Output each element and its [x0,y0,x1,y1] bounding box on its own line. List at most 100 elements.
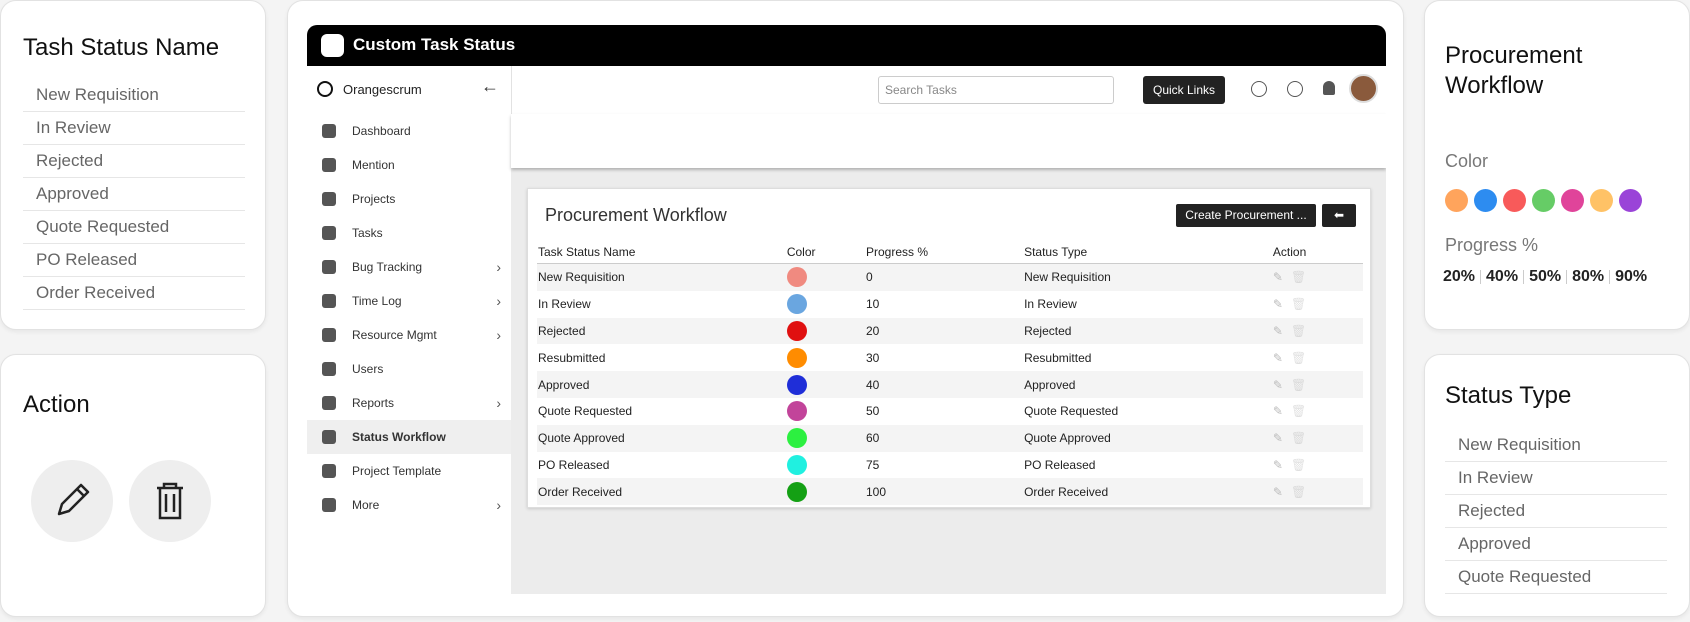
action-cell: ✎ 🗑 [1271,478,1363,506]
quick-links-button[interactable]: Quick Links [1143,76,1225,104]
color-cell [785,424,865,452]
column-header: Color [785,241,865,264]
nav-item[interactable]: Dashboard [307,114,511,148]
delete-icon[interactable]: 🗑 [1290,297,1307,312]
nav-icon [322,498,336,512]
color-cell [786,398,865,425]
edit-icon [57,483,90,516]
card-title: Tash Status Name [23,34,220,61]
status-name: PO Released [538,457,610,472]
color-cell [786,452,865,479]
nav-item[interactable]: Tasks [307,216,511,250]
delete-button[interactable] [129,460,211,542]
page-header [511,114,1386,168]
nav-item[interactable]: Time Log › [307,284,511,318]
color-swatch [1474,189,1497,212]
color-label: Color [1445,151,1489,171]
delete-icon[interactable]: 🗑 [1290,270,1307,285]
nav-label: Dashboard [352,124,411,138]
nav-icon [322,260,336,274]
bell-icon[interactable] [1323,81,1335,95]
delete-icon[interactable]: 🗑 [1290,404,1307,419]
list-item: PO Released [23,244,245,277]
status-list: New Requisition In Review Rejected Approved… [23,79,245,310]
color-dot [786,267,807,288]
list-item: Quote Requested [23,211,245,244]
delete-icon[interactable]: 🗑 [1290,350,1307,365]
nav-item[interactable]: Resource Mgmt › [307,318,511,352]
column-header: Status Type [1023,241,1272,264]
nav-icon [322,362,336,376]
collapse-button[interactable]: ← [481,76,499,96]
list-item: Rejected [1445,495,1667,528]
brand-name: Orangescrum [343,82,422,97]
table-row: Quote Approved 60 Quote Approved ✎ 🗑 [537,424,1363,452]
status-name: Quote Requested [538,404,633,419]
progress: 75 [865,457,880,472]
status-name: New Requisition [537,263,786,291]
edit-icon[interactable]: ✎ [1272,377,1283,392]
delete-icon[interactable]: 🗑 [1290,377,1307,392]
table-row: New Requisition 0 New Requisition ✎ 🗑 [537,263,1363,291]
progress: 100 [864,478,1024,506]
edit-icon[interactable]: ✎ [1272,323,1283,338]
edit-icon[interactable]: ✎ [1272,484,1283,499]
separator [1609,269,1611,284]
column-header: Task Status Name [537,241,786,264]
nav-icon [322,464,336,478]
nav-label: Mention [352,158,395,172]
nav-icon [322,226,336,240]
nav-label: More [352,498,380,512]
edit-icon[interactable]: ✎ [1272,297,1283,312]
nav-item[interactable]: Users [307,352,511,386]
nav-label: Resource Mgmt [352,328,437,342]
delete-icon[interactable]: 🗑 [1290,323,1307,338]
edit-icon[interactable]: ✎ [1272,431,1283,446]
clock-icon[interactable] [1287,81,1303,97]
status-name: Rejected [537,317,786,345]
progress-value: 80% [1572,268,1605,285]
nav-item[interactable]: Project Template [307,454,511,488]
separator [1566,269,1568,284]
delete-icon[interactable]: 🗑 [1290,431,1307,446]
color-cell [786,291,865,318]
table-row: In Review 10 In Review ✎ 🗑 [537,291,1363,318]
create-button[interactable]: Create Procurement ... [1176,204,1316,227]
status-name: Resubmitted [538,350,606,365]
color-dot [786,294,807,315]
status-type-list: New Requisition In Review Rejected Approved… [1445,429,1667,594]
progress-value: 50% [1529,268,1562,285]
delete-icon[interactable]: 🗑 [1290,457,1307,472]
search-input[interactable]: Search Tasks [878,76,1114,104]
color-swatch [1445,189,1468,212]
delete-icon[interactable]: 🗑 [1290,484,1307,499]
help-icon[interactable] [1251,81,1267,97]
table-row: Quote Requested 50 Quote Requested ✎ 🗑 [537,398,1363,425]
nav-icon [322,124,336,138]
nav-item[interactable]: Projects [307,182,511,216]
avatar[interactable] [1349,74,1378,103]
header-title: Custom Task Status [353,35,516,54]
nav-item[interactable]: Bug Tracking › [307,250,511,284]
nav-item[interactable]: Mention [307,148,511,182]
edit-icon[interactable]: ✎ [1272,350,1283,365]
status-name: Quote Approved [537,424,786,452]
edit-icon[interactable]: ✎ [1272,404,1283,419]
nav-item[interactable]: Reports › [307,386,511,420]
nav-arrow: › [496,395,501,411]
nav-arrow: › [496,327,501,343]
edit-icon[interactable]: ✎ [1272,270,1283,285]
color-swatch [1561,189,1584,212]
nav-icon [322,430,336,444]
edit-icon[interactable]: ✎ [1272,457,1283,472]
nav-item[interactable]: Status Workflow [307,420,511,454]
edit-button[interactable] [31,460,113,542]
divider [511,66,512,114]
back-button[interactable]: ⬅ [1322,204,1356,227]
color-cell [785,478,865,506]
action-card: Action [0,354,266,617]
list-item: In Review [1445,462,1667,495]
nav-item[interactable]: More › [307,488,511,522]
nav-icon [322,294,336,308]
